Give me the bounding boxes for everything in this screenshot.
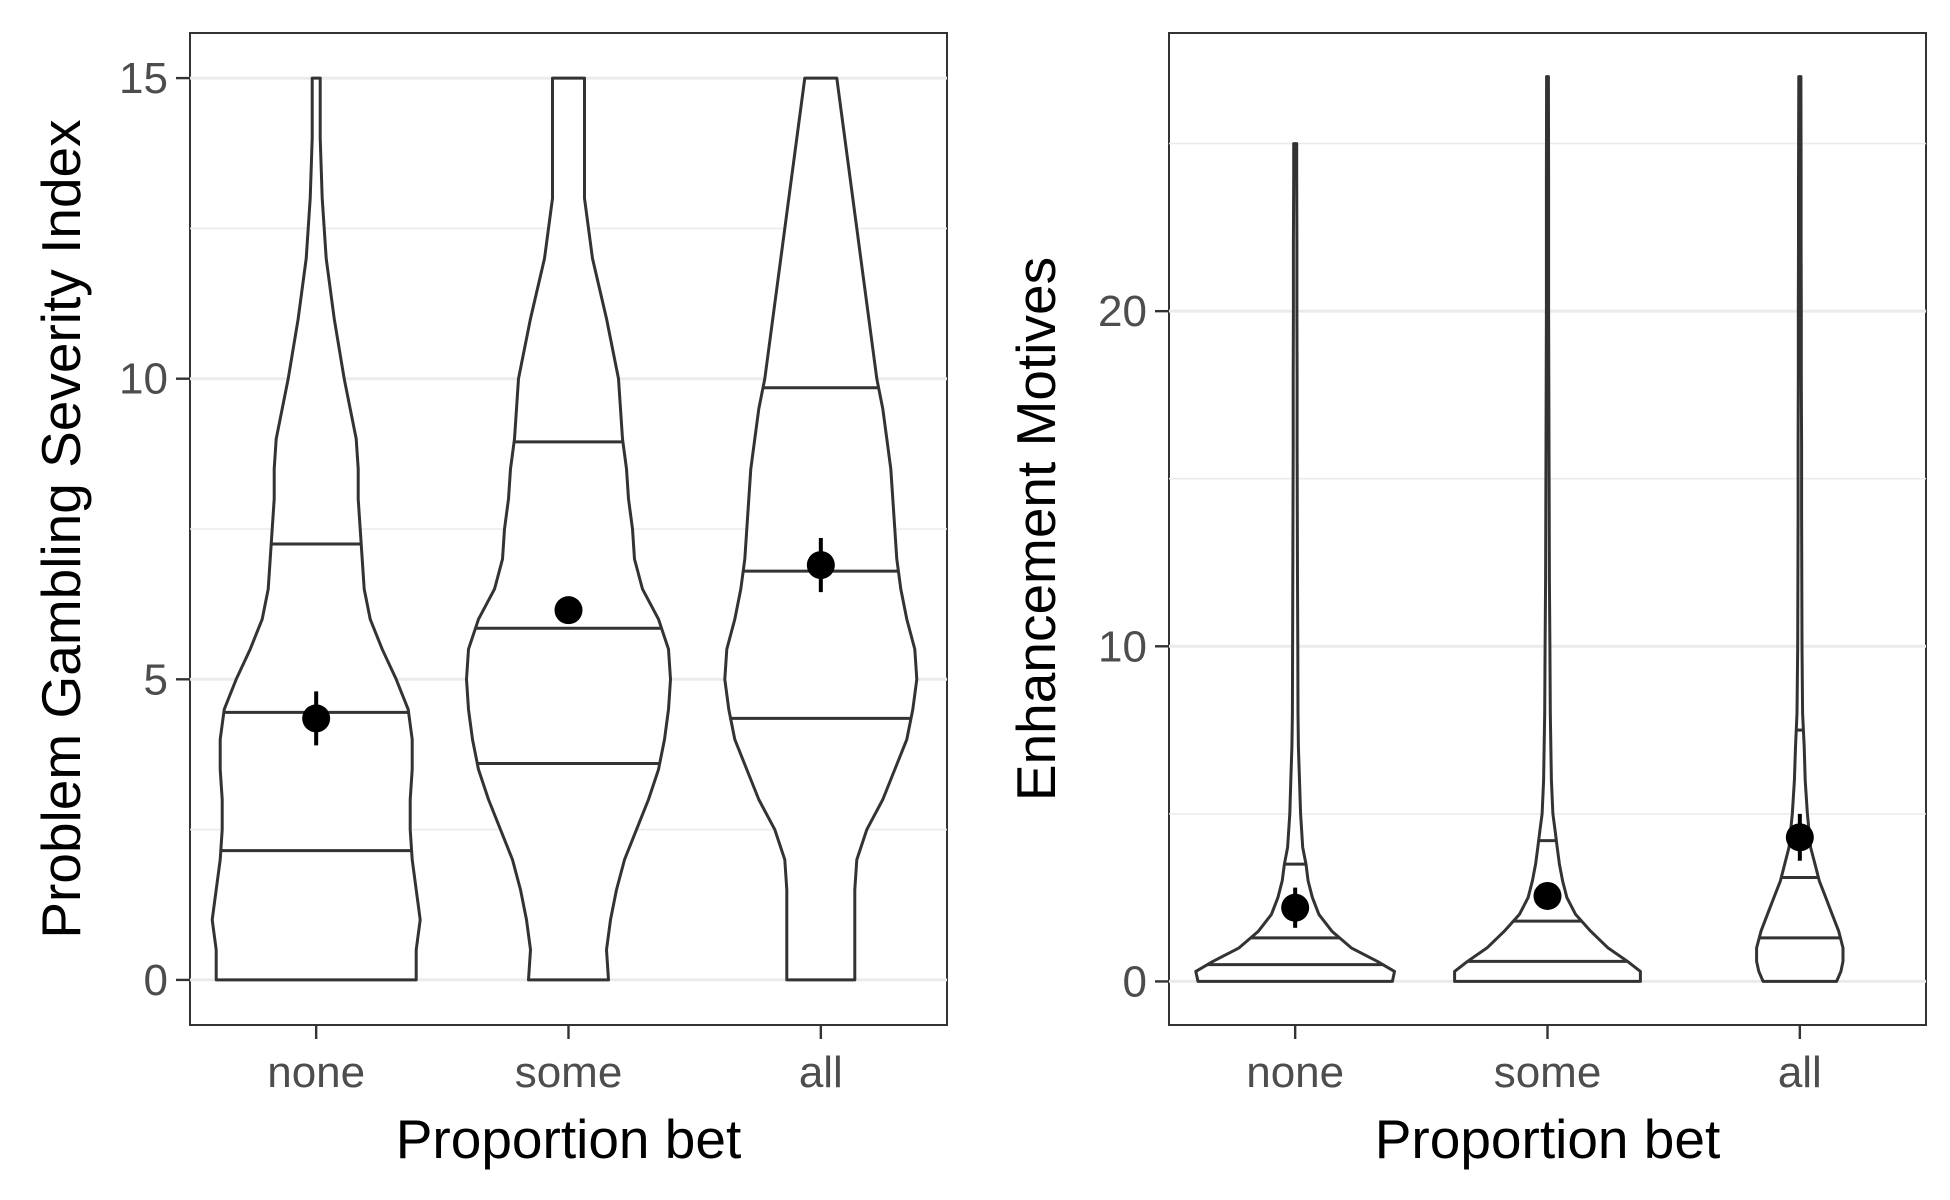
mean-point <box>1281 893 1310 922</box>
violin-shape <box>465 76 672 982</box>
violin-none <box>1194 142 1396 983</box>
violin-shape <box>1194 142 1396 983</box>
y-tick-label: 5 <box>144 655 168 704</box>
panel-2: 0 10 20 none some all Proportion bet Enhancemen… <box>1005 32 1927 1170</box>
x-tick-label-some: some <box>515 1048 623 1097</box>
y-tick-label: 0 <box>1123 957 1147 1006</box>
violin-all <box>1755 75 1845 983</box>
mean-point <box>1785 823 1814 852</box>
violin-none <box>210 76 422 982</box>
violin-all <box>723 76 919 982</box>
mean-point <box>302 704 331 733</box>
violin-shape <box>1453 75 1642 983</box>
violin-some <box>465 76 672 982</box>
x-axis-title: Proportion bet <box>1375 1108 1721 1170</box>
y-tick-label: 20 <box>1098 287 1147 336</box>
panel-1: 0 5 10 15 none some all Proportion bet Problem G… <box>30 32 948 1170</box>
x-tick-label-all: all <box>1778 1048 1822 1097</box>
x-axis-title: Proportion bet <box>396 1108 742 1170</box>
y-tick-label: 10 <box>119 355 168 404</box>
y-tick-label: 15 <box>119 54 168 103</box>
violin-shape <box>1755 75 1845 983</box>
violin-some <box>1453 75 1642 983</box>
y-tick-label: 10 <box>1098 622 1147 671</box>
x-tick-label-all: all <box>799 1048 843 1097</box>
x-tick-label-none: none <box>267 1048 365 1097</box>
y-axis-title: Problem Gambling Severity Index <box>30 119 92 938</box>
y-tick-label: 0 <box>144 956 168 1005</box>
x-tick-label-none: none <box>1246 1048 1344 1097</box>
mean-point <box>1533 881 1562 910</box>
y-axis-title: Enhancement Motives <box>1005 257 1067 801</box>
x-tick-label-some: some <box>1494 1048 1602 1097</box>
mean-point <box>554 596 583 625</box>
violin-shape <box>210 76 422 982</box>
mean-point <box>806 551 835 580</box>
